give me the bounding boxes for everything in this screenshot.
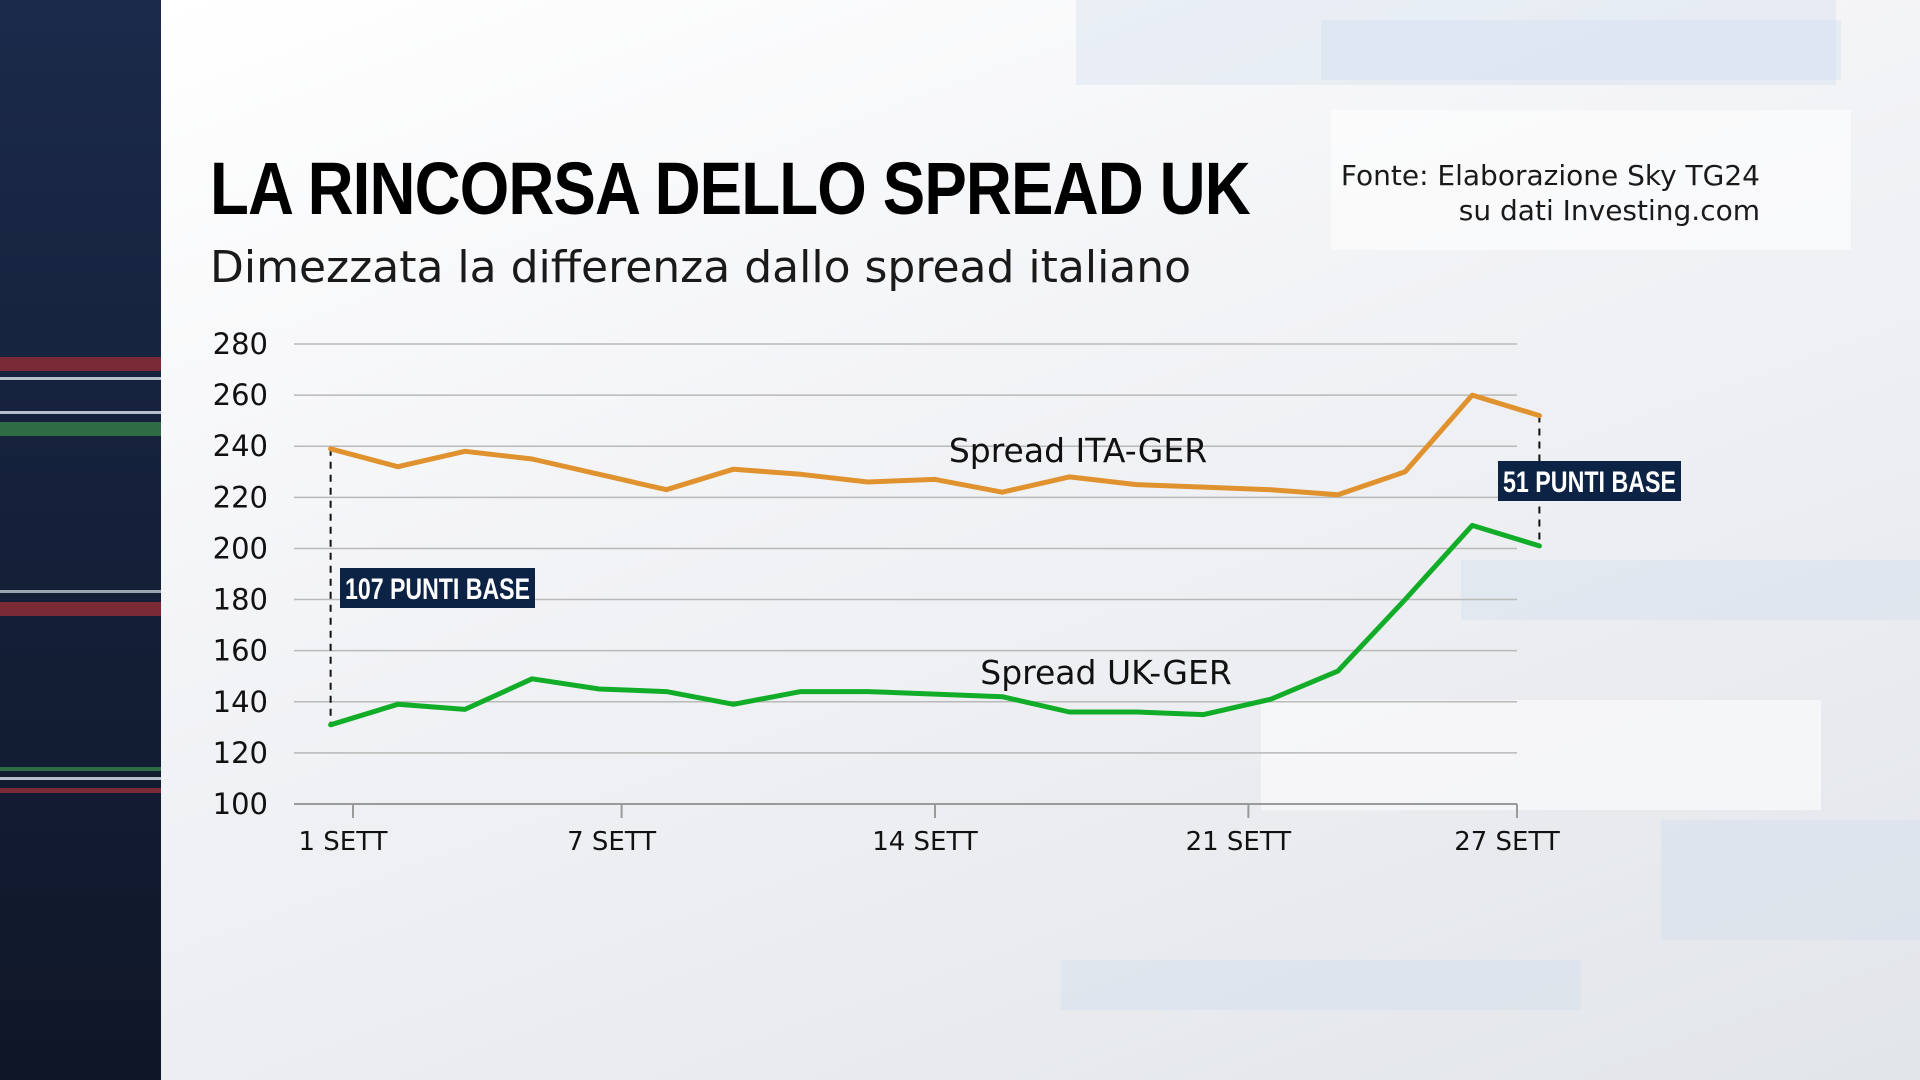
x-tick-label: 27 SETT [1454,827,1560,857]
callout-box [340,568,535,608]
callout-label: 51 PUNTI BASE [1503,466,1676,499]
y-tick-label: 220 [213,480,268,514]
decor-stripe [0,422,161,436]
source-line-2: su dati Investing.com [1458,194,1760,227]
series-label-ita-ger: Spread ITA-GER [949,431,1207,470]
x-tick-label: 14 SETT [872,827,978,857]
decor-panel [1061,960,1581,1010]
y-tick-label: 140 [213,685,268,719]
y-tick-label: 100 [213,787,268,821]
chart-title: LA RINCORSA DELLO SPREAD UK [210,147,1251,230]
callout-ita-uk-gap-end: 51 PUNTI BASE [1498,461,1681,501]
decor-panel [1331,110,1851,250]
x-tick-label: 7 SETT [567,827,656,857]
decor-panel [1461,560,1920,620]
sidebar-band [0,0,161,1080]
decor-panel [1076,0,1836,85]
y-tick-label: 120 [213,736,268,770]
callout-label: 107 PUNTI BASE [345,573,530,606]
callout-ita-uk-gap-start: 107 PUNTI BASE [340,568,535,608]
series-line-uk-ger [328,522,1542,728]
source-line-1: Fonte: Elaborazione Sky TG24 [1340,159,1760,192]
decor-stripe [0,777,161,780]
decor-stripe [0,590,161,593]
decor-stripe [0,602,161,616]
source-note: Fonte: Elaborazione Sky TG24 su dati Inv… [1160,158,1760,228]
y-tick-label: 200 [213,531,268,565]
series-label-uk-ger: Spread UK-GER [980,653,1232,692]
decor-panel [1321,20,1841,80]
y-tick-label: 180 [213,583,268,617]
decor-panel [1661,820,1920,940]
x-tick-label: 21 SETT [1186,827,1292,857]
decor-panel [1261,700,1821,810]
y-tick-label: 240 [213,429,268,463]
chart-subtitle: Dimezzata la differenza dallo spread ita… [210,242,1192,293]
y-tick-label: 280 [213,327,268,361]
decor-stripe [0,377,161,380]
decor-stripe [0,788,161,793]
y-tick-label: 160 [213,634,268,668]
chart-background [161,0,1920,1080]
y-tick-label: 260 [213,378,268,412]
decor-stripe [0,767,161,771]
x-tick-label: 1 SETT [298,827,387,857]
series-line-ita-ger [328,392,1542,498]
decor-stripe [0,357,161,371]
decor-stripe [0,411,161,414]
callout-box [1498,461,1681,501]
